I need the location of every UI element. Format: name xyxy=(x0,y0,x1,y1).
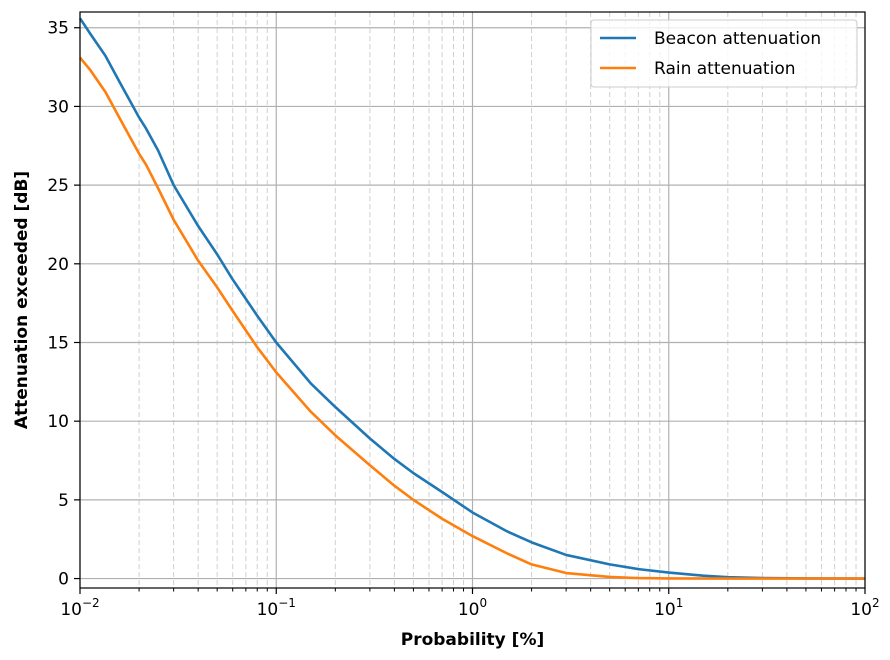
legend: Beacon attenuation Rain attenuation xyxy=(590,19,858,88)
legend-box xyxy=(590,19,858,88)
x-tick-label: 10−2 xyxy=(60,596,99,620)
y-tick-label: 25 xyxy=(47,176,69,196)
x-tick-label: 100 xyxy=(458,596,487,620)
y-tick-label: 0 xyxy=(58,570,69,590)
x-tick-label: 102 xyxy=(850,596,879,620)
y-tick-label: 30 xyxy=(47,97,69,117)
y-tick-label: 35 xyxy=(47,19,69,39)
axis-ticks: 10−2 10−1 100 101 102 0 5 10 15 20 25 30 35 xyxy=(47,19,879,620)
series-line-rain xyxy=(78,56,865,580)
y-tick-label: 20 xyxy=(47,255,69,275)
y-tick-label: 5 xyxy=(58,491,69,511)
legend-label-rain: Rain attenuation xyxy=(654,59,796,79)
x-tick-label: 10−1 xyxy=(257,596,296,620)
y-tick-label: 15 xyxy=(47,333,69,353)
series-lines xyxy=(78,17,866,580)
x-axis-title: Probability [%] xyxy=(401,630,545,650)
y-axis-title: Attenuation exceeded [dB] xyxy=(12,171,32,429)
series-line-beacon xyxy=(78,17,866,580)
x-tick-label: 101 xyxy=(654,596,683,620)
y-tick-label: 10 xyxy=(47,412,69,432)
legend-label-beacon: Beacon attenuation xyxy=(654,29,821,49)
